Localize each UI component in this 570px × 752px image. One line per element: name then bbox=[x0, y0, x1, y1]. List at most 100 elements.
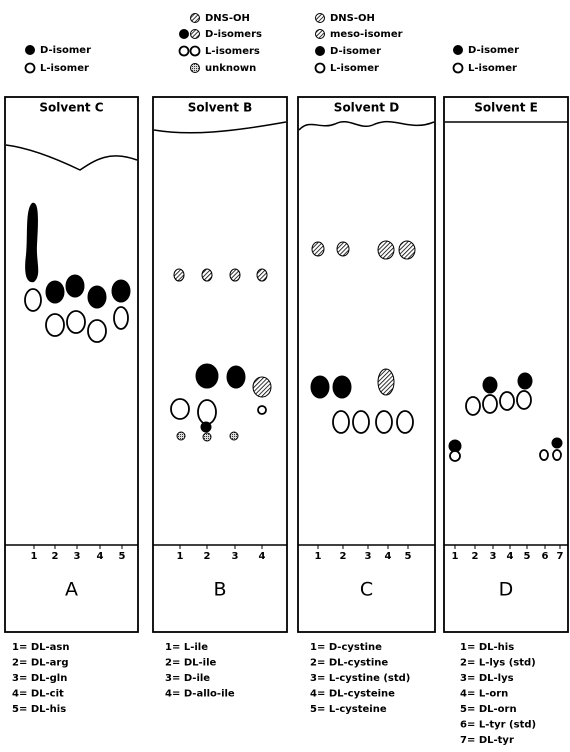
solvent-front bbox=[299, 122, 434, 130]
spot bbox=[112, 280, 130, 302]
streak bbox=[25, 203, 38, 282]
spot bbox=[316, 64, 325, 73]
spot bbox=[198, 400, 216, 424]
spot bbox=[258, 406, 266, 414]
spot bbox=[518, 373, 532, 389]
spot bbox=[376, 411, 392, 433]
lane-number: 2 bbox=[52, 551, 59, 562]
spot bbox=[540, 450, 548, 460]
spot bbox=[257, 269, 267, 281]
key-entry: 2= DL-cystine bbox=[310, 658, 388, 669]
spot bbox=[454, 46, 463, 55]
legend-label: D-isomer bbox=[40, 45, 91, 56]
lane-number: 4 bbox=[385, 551, 392, 562]
key-entry: 1= DL-asn bbox=[12, 642, 69, 653]
solvent-front bbox=[154, 122, 286, 133]
solvent-title: Solvent D bbox=[334, 101, 399, 115]
legend-label: DNS-OH bbox=[205, 13, 250, 24]
spot bbox=[253, 377, 271, 397]
lane-number: 5 bbox=[119, 551, 126, 562]
spot bbox=[466, 397, 480, 415]
solvent-title: Solvent C bbox=[39, 101, 103, 115]
key-entry: 5= DL-orn bbox=[460, 704, 517, 715]
plate bbox=[153, 97, 287, 632]
key-entry: 1= D-cystine bbox=[310, 642, 382, 653]
spot bbox=[67, 311, 85, 333]
spot bbox=[201, 422, 211, 432]
spot bbox=[483, 395, 497, 413]
lane-number: 1 bbox=[315, 551, 322, 562]
spot bbox=[88, 286, 106, 308]
key-entry: 2= DL-arg bbox=[12, 658, 68, 669]
key-entry: 1= L-ile bbox=[165, 642, 208, 653]
tlc-figure: Solvent CA12345D-isomerL-isomer1= DL-asn… bbox=[0, 0, 570, 752]
spot bbox=[333, 411, 349, 433]
spot bbox=[553, 450, 561, 460]
legend-label: D-isomers bbox=[205, 29, 262, 40]
key-entry: 5= DL-his bbox=[12, 704, 66, 715]
spot bbox=[26, 64, 35, 73]
spot bbox=[171, 399, 189, 419]
lane-number: 2 bbox=[472, 551, 479, 562]
spot bbox=[46, 314, 64, 336]
spot bbox=[227, 366, 245, 388]
spot bbox=[177, 432, 185, 440]
spot bbox=[88, 320, 106, 342]
lane-number: 2 bbox=[340, 551, 347, 562]
key-entry: 4= L-orn bbox=[460, 689, 508, 700]
lane-number: 6 bbox=[542, 551, 549, 562]
spot bbox=[203, 433, 211, 441]
key-entry: 3= DL-lys bbox=[460, 673, 514, 684]
solvent-title: Solvent E bbox=[474, 101, 538, 115]
spot bbox=[378, 369, 394, 395]
spot bbox=[397, 411, 413, 433]
key-entry: 2= L-lys (std) bbox=[460, 658, 536, 669]
spot bbox=[500, 392, 514, 410]
spot bbox=[517, 391, 531, 409]
spot bbox=[311, 376, 329, 398]
spot bbox=[378, 241, 394, 259]
spot bbox=[552, 438, 562, 448]
lane-number: 3 bbox=[232, 551, 239, 562]
panel-letter: A bbox=[65, 579, 78, 601]
panel-letter: C bbox=[360, 579, 373, 601]
lane-number: 4 bbox=[507, 551, 514, 562]
lane-number: 5 bbox=[524, 551, 531, 562]
spot bbox=[191, 64, 200, 73]
spot bbox=[337, 242, 349, 256]
spot bbox=[353, 411, 369, 433]
spot bbox=[191, 47, 200, 56]
lane-number: 3 bbox=[365, 551, 372, 562]
key-entry: 5= L-cysteine bbox=[310, 704, 387, 715]
spot bbox=[26, 46, 35, 55]
legend-label: unknown bbox=[205, 63, 256, 74]
key-entry: 6= L-tyr (std) bbox=[460, 720, 536, 731]
spot bbox=[66, 275, 84, 297]
spot bbox=[316, 14, 325, 23]
lane-number: 4 bbox=[97, 551, 104, 562]
panel-letter: B bbox=[213, 579, 226, 601]
lane-number: 4 bbox=[259, 551, 266, 562]
spot bbox=[25, 289, 41, 311]
key-entry: 7= DL-tyr bbox=[460, 735, 514, 746]
legend-label: L-isomers bbox=[205, 46, 260, 57]
solvent-front bbox=[6, 145, 137, 170]
spot bbox=[316, 47, 325, 56]
key-entry: 2= DL-ile bbox=[165, 658, 216, 669]
lane-number: 1 bbox=[31, 551, 38, 562]
key-entry: 4= D-allo-ile bbox=[165, 689, 235, 700]
spot bbox=[114, 307, 128, 329]
spot bbox=[483, 377, 497, 393]
lane-number: 3 bbox=[490, 551, 497, 562]
key-entry: 4= DL-cit bbox=[12, 689, 64, 700]
spot bbox=[180, 30, 189, 39]
spot bbox=[333, 376, 351, 398]
lane-number: 7 bbox=[557, 551, 564, 562]
lane-number: 1 bbox=[452, 551, 459, 562]
spot bbox=[399, 241, 415, 259]
key-entry: 3= DL-gln bbox=[12, 673, 67, 684]
legend-label: D-isomer bbox=[468, 45, 519, 56]
legend-label: D-isomer bbox=[330, 46, 381, 57]
spot bbox=[202, 269, 212, 281]
legend-label: L-isomer bbox=[330, 63, 379, 74]
